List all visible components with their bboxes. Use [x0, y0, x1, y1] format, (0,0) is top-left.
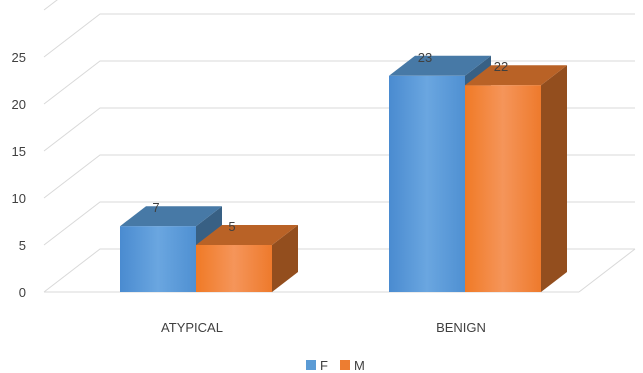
legend-swatch-M — [340, 360, 350, 370]
legend-label: M — [354, 358, 365, 373]
data-labels: 7 5 23 22 — [152, 50, 508, 234]
x-tick-label: ATYPICAL — [161, 320, 223, 335]
bar-M-atypical — [196, 225, 298, 292]
x-axis: ATYPICAL BENIGN — [161, 320, 486, 335]
bar-side — [541, 65, 567, 292]
y-tick-label: 5 — [19, 238, 26, 253]
y-axis: 0 5 10 15 20 25 — [12, 50, 26, 300]
gridline — [43, 0, 58, 11]
legend-label: F — [320, 358, 328, 373]
bar-top — [465, 65, 567, 86]
data-label: 5 — [228, 219, 235, 234]
bar-front — [465, 85, 541, 292]
bars — [120, 55, 567, 292]
y-tick-label: 0 — [19, 285, 26, 300]
data-label: 7 — [152, 200, 159, 215]
y-tick-label: 20 — [12, 97, 26, 112]
bar-front — [120, 226, 196, 292]
y-tick-label: 10 — [12, 191, 26, 206]
legend-swatch-F — [306, 360, 316, 370]
bar-side — [272, 225, 298, 292]
bar-top — [389, 55, 491, 76]
bar-front — [389, 75, 465, 292]
y-tick-label: 15 — [12, 144, 26, 159]
bar-F-atypical — [120, 206, 222, 292]
x-tick-label: BENIGN — [436, 320, 486, 335]
y-tick-label: 25 — [12, 50, 26, 65]
data-label: 23 — [418, 50, 432, 65]
floor-side-edge — [578, 248, 636, 293]
bar-front — [196, 245, 272, 292]
gridline — [43, 13, 635, 58]
bar-M-benign — [465, 65, 567, 292]
bar-top — [196, 225, 298, 245]
data-label: 22 — [494, 59, 508, 74]
bar-top — [120, 206, 222, 227]
